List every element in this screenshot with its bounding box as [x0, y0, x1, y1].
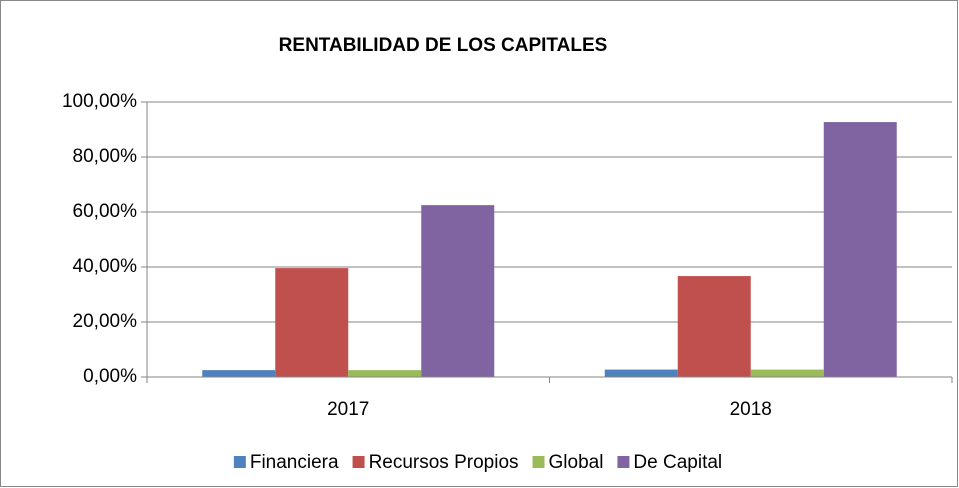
y-tick-label: 40,00% — [73, 256, 138, 277]
bar — [348, 370, 422, 377]
legend-label: De Capital — [633, 452, 722, 473]
legend-label: Recursos Propios — [369, 452, 519, 473]
legend-swatch — [233, 456, 246, 468]
legend-label: Global — [549, 452, 604, 473]
bar — [421, 205, 495, 377]
y-tick-label: 60,00% — [73, 201, 138, 222]
y-tick-label: 80,00% — [73, 146, 138, 167]
bar — [275, 268, 349, 377]
y-tick-label: 0,00% — [83, 366, 137, 387]
legend-swatch — [352, 456, 365, 468]
x-tick-label: 2017 — [327, 399, 369, 420]
legend-label: Financiera — [250, 452, 339, 473]
y-tick-label: 20,00% — [73, 311, 138, 332]
bar — [823, 122, 897, 377]
bar — [604, 369, 678, 377]
bar — [750, 369, 824, 377]
legend-swatch — [617, 456, 630, 468]
legend-swatch — [532, 456, 545, 468]
x-tick-label: 2018 — [730, 399, 772, 420]
chart-title: RENTABILIDAD DE LOS CAPITALES — [279, 35, 608, 56]
y-tick-label: 100,00% — [62, 91, 137, 112]
bar — [677, 276, 751, 377]
bar — [202, 370, 276, 377]
